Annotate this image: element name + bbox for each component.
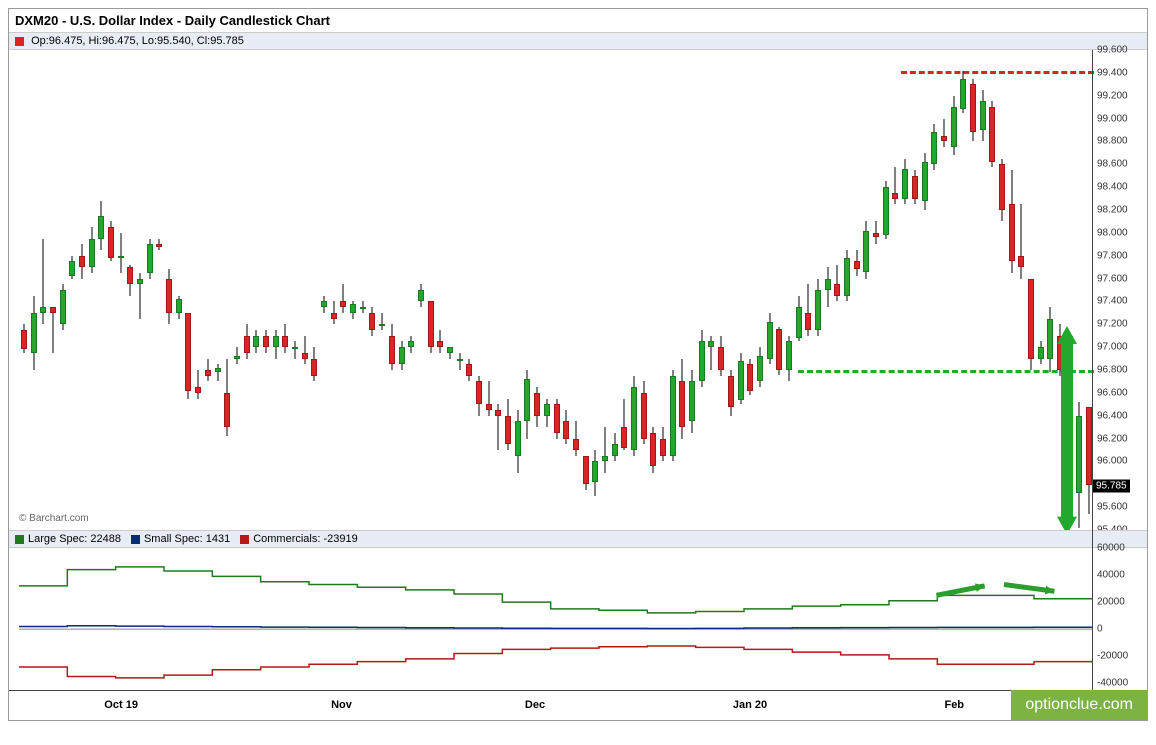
x-axis-label: Jan 20 bbox=[733, 699, 767, 711]
chart-container: DXM20 - U.S. Dollar Index - Daily Candle… bbox=[8, 8, 1148, 721]
support-resistance-line bbox=[901, 71, 1095, 74]
legend-label: Large Spec: 22488 bbox=[28, 533, 121, 545]
x-axis-label: Oct 19 bbox=[104, 699, 138, 711]
chart-title: DXM20 - U.S. Dollar Index - Daily Candle… bbox=[9, 9, 1147, 32]
last-price-marker: 95.785 bbox=[1093, 480, 1130, 493]
x-axis: Oct 19 Nov Dec Jan 20 Feb bbox=[9, 690, 1147, 720]
price-plot-area bbox=[19, 50, 1092, 530]
cot-panel: Large Spec: 22488 Small Spec: 1431 Commerc… bbox=[9, 530, 1147, 690]
legend-label: Small Spec: 1431 bbox=[144, 533, 230, 545]
cot-plot-area bbox=[19, 548, 1092, 690]
cot-arrow bbox=[1004, 585, 1054, 595]
x-axis-label: Feb bbox=[944, 699, 964, 711]
cot-arrow bbox=[936, 583, 984, 595]
x-axis-label: Dec bbox=[525, 699, 545, 711]
cot-y-axis: 6000040000200000-20000-40000 bbox=[1092, 530, 1147, 690]
ohlc-text: Op:96.475, Hi:96.475, Lo:95.540, Cl:95.7… bbox=[31, 35, 244, 47]
price-y-axis: 95.40095.60095.80096.00096.20096.40096.6… bbox=[1092, 50, 1147, 530]
cot-legend: Large Spec: 22488 Small Spec: 1431 Commerc… bbox=[9, 530, 1147, 548]
watermark: optionclue.com bbox=[1011, 690, 1147, 720]
cot-svg bbox=[19, 548, 1092, 690]
price-panel: 95.40095.60095.80096.00096.20096.40096.6… bbox=[9, 50, 1147, 530]
source-label: © Barchart.com bbox=[19, 513, 89, 524]
ohlc-swatch bbox=[15, 37, 24, 46]
legend-label: Commercials: -23919 bbox=[253, 533, 358, 545]
support-resistance-line bbox=[798, 370, 1094, 373]
ohlc-summary-bar: Op:96.475, Hi:96.475, Lo:95.540, Cl:95.7… bbox=[9, 32, 1147, 50]
price-arrow bbox=[1055, 326, 1079, 535]
x-axis-label: Nov bbox=[331, 699, 352, 711]
